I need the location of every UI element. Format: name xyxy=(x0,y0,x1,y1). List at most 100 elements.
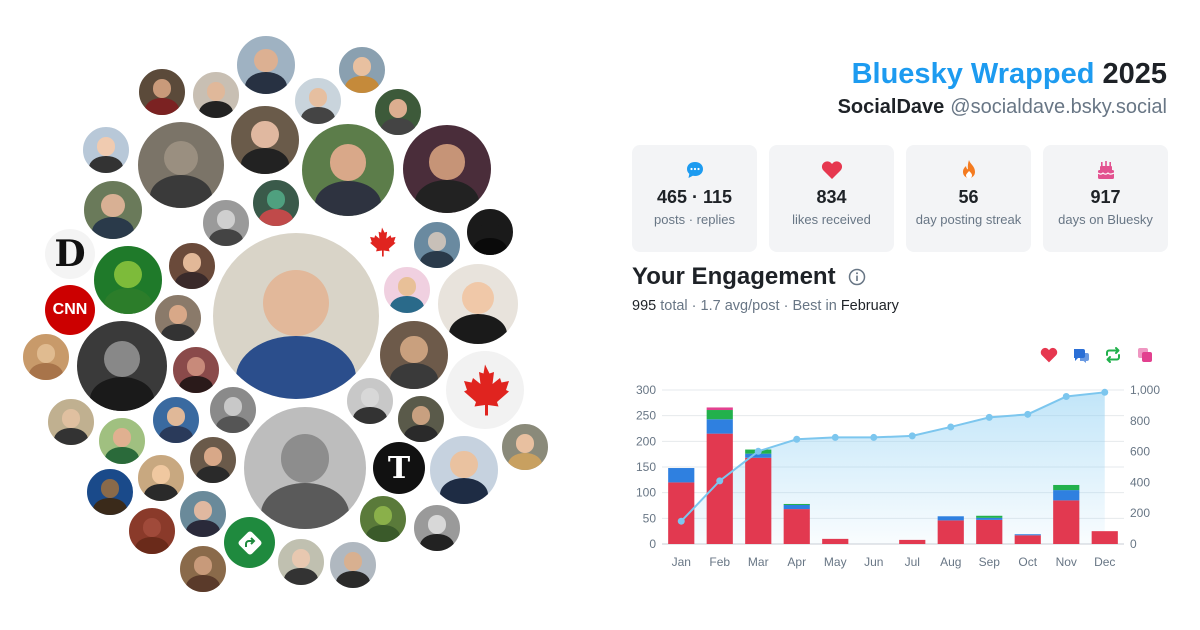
repost-icon xyxy=(1104,346,1122,364)
cumulative-point xyxy=(985,413,993,421)
cake-icon xyxy=(1043,159,1168,181)
stat-label: day posting streak xyxy=(915,212,1022,227)
bar-segment xyxy=(706,407,733,411)
bar-segment xyxy=(976,515,1003,518)
bar-segment xyxy=(1053,500,1080,544)
x-tick-label: Jul xyxy=(905,555,920,569)
bar-segment xyxy=(937,520,964,544)
avatar xyxy=(235,34,297,96)
avatar xyxy=(428,434,500,506)
avatar xyxy=(345,376,395,426)
avatar xyxy=(358,494,408,544)
avatar-logo-nyt: T xyxy=(373,442,425,494)
avatar xyxy=(412,220,462,270)
y-tick-label: 150 xyxy=(636,460,656,474)
y-tick-label: 0 xyxy=(649,537,656,551)
cumulative-point xyxy=(754,447,762,455)
y2-tick-label: 800 xyxy=(1130,414,1150,428)
bar-segment xyxy=(1053,490,1080,501)
stat-label: days on Bluesky xyxy=(1058,212,1153,227)
avatar xyxy=(337,45,387,95)
bar-segment xyxy=(783,503,810,505)
heart-icon xyxy=(769,159,894,181)
x-tick-label: Oct xyxy=(1018,555,1037,569)
title-brand: Bluesky Wrapped xyxy=(851,58,1095,90)
info-icon[interactable] xyxy=(848,268,866,286)
avatar xyxy=(373,87,423,137)
engagement-total-label: total xyxy=(660,298,688,314)
stat-card-streak: 56 day posting streak xyxy=(906,145,1031,252)
cumulative-point xyxy=(1101,388,1109,396)
cumulative-point xyxy=(1062,392,1070,400)
avatar xyxy=(92,244,164,316)
y-tick-label: 50 xyxy=(643,511,657,525)
avatar xyxy=(201,198,251,248)
avatar xyxy=(293,76,343,126)
avatar xyxy=(300,122,396,218)
avatar xyxy=(191,70,241,120)
maple-leaf-icon xyxy=(446,351,524,429)
cumulative-point xyxy=(908,432,916,440)
flame-icon xyxy=(906,159,1031,181)
cumulative-point xyxy=(831,433,839,441)
avatar xyxy=(81,125,131,175)
stat-value: 917 xyxy=(1090,187,1121,207)
stat-value: 834 xyxy=(816,187,847,207)
bar-segment xyxy=(783,504,810,510)
avatar xyxy=(21,332,71,382)
stat-value: 56 xyxy=(958,187,979,207)
bar-segment xyxy=(1091,531,1118,544)
avatar xyxy=(500,422,550,472)
avatar xyxy=(412,503,462,553)
stats-row: 465 · 115 posts · replies 834 likes rece… xyxy=(632,145,1168,252)
avatar-logo-d: D xyxy=(45,229,95,279)
avatar xyxy=(153,293,203,343)
avatar xyxy=(178,544,228,594)
bar-segment xyxy=(1053,484,1080,491)
bar-segment xyxy=(668,482,695,544)
y-tick-label: 100 xyxy=(636,486,656,500)
avatar xyxy=(171,345,221,395)
engagement-average: 1.7 avg/post xyxy=(700,298,780,314)
avatar xyxy=(137,67,187,117)
title-year: 2025 xyxy=(1102,58,1167,90)
reply-icon xyxy=(1072,346,1090,364)
avatar-bubble-cluster: D CNN T xyxy=(21,34,550,594)
bar-segment xyxy=(1014,535,1041,544)
avatar xyxy=(188,435,238,485)
y2-tick-label: 0 xyxy=(1130,537,1137,551)
chat-bubble-icon xyxy=(632,159,757,181)
cumulative-point xyxy=(870,433,878,441)
x-tick-label: Mar xyxy=(748,555,769,569)
avatar xyxy=(208,385,258,435)
stat-label: posts · replies xyxy=(654,212,735,227)
avatar xyxy=(242,405,368,531)
avatar xyxy=(127,506,177,556)
avatar xyxy=(229,104,301,176)
avatar xyxy=(136,453,186,503)
avatar xyxy=(251,178,301,228)
bar-segment xyxy=(706,410,733,420)
stat-value: 465 · 115 xyxy=(656,187,733,207)
x-tick-label: Dec xyxy=(1094,555,1115,569)
cumulative-point xyxy=(1024,410,1032,418)
y2-tick-label: 600 xyxy=(1130,445,1150,459)
avatar xyxy=(85,467,135,517)
chart-legend xyxy=(1040,346,1154,364)
engagement-chart: 0 50 100 150 200 250 300 0 200 400 600 800 1,000 Jan F… xyxy=(636,383,1160,569)
x-tick-label: Feb xyxy=(709,555,730,569)
avatar xyxy=(46,397,96,447)
user-handle: @socialdave.bsky.social xyxy=(950,96,1167,118)
bar-segment xyxy=(822,538,849,544)
avatar xyxy=(178,489,228,539)
cumulative-line xyxy=(680,391,1105,522)
bar-segment xyxy=(745,453,772,458)
x-tick-label: Jun xyxy=(864,555,883,569)
page-title: Bluesky Wrapped 2025 xyxy=(852,58,1167,91)
avatar xyxy=(151,395,201,445)
avatar xyxy=(82,179,144,241)
engagement-best-month: February xyxy=(840,298,899,314)
x-tick-label: May xyxy=(824,555,847,569)
avatar xyxy=(211,231,381,401)
cumulative-point xyxy=(716,477,724,485)
